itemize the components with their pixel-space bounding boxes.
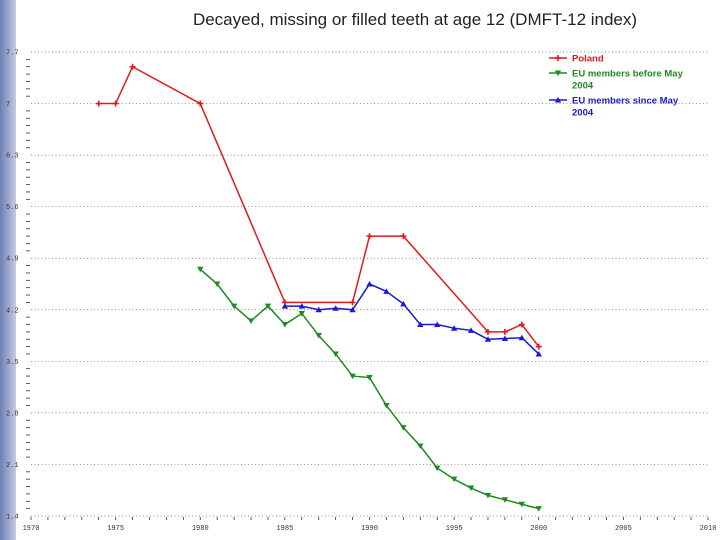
- legend-label: Poland: [572, 54, 604, 65]
- marker-triangle-up: [417, 321, 424, 328]
- marker-triangle-up: [434, 321, 441, 328]
- marker-triangle-down: [366, 375, 373, 381]
- y-tick-label: 3.5: [6, 359, 19, 367]
- x-tick-label: 1995: [446, 525, 463, 533]
- marker-triangle-down: [434, 465, 441, 472]
- legend-item-0: Poland: [549, 54, 604, 65]
- marker-triangle-up: [332, 305, 339, 311]
- marker-triangle-up: [400, 300, 407, 307]
- marker-triangle-up: [383, 288, 390, 294]
- marker-triangle-up: [484, 336, 492, 342]
- slide-side-bar: [0, 0, 16, 540]
- marker-triangle-down: [535, 506, 542, 512]
- series-line: [98, 65, 540, 348]
- marker-triangle-down: [332, 351, 339, 357]
- y-tick-label: 2.8: [6, 410, 19, 418]
- marker-triangle-down: [383, 403, 390, 409]
- x-tick-label: 2000: [530, 525, 547, 533]
- marker-triangle-down: [197, 266, 204, 273]
- marker-triangle-down: [417, 443, 424, 450]
- legend-label: EU members before May: [572, 69, 684, 80]
- marker-triangle-down: [264, 303, 272, 310]
- marker-triangle-down: [554, 70, 562, 76]
- y-tick-label: 7: [6, 101, 10, 109]
- marker-triangle-up: [467, 327, 475, 333]
- marker-triangle-down: [315, 333, 322, 339]
- series-1: [197, 266, 542, 512]
- marker-triangle-down: [298, 310, 305, 317]
- marker-triangle-down: [400, 425, 407, 431]
- marker-triangle-down: [501, 497, 509, 503]
- marker-triangle-down: [450, 476, 458, 483]
- axis-layer: 1.4 2.1 2.8 3.5 4.2 4.9 5.6 6.3 7 7.7 1970 1975 1980…: [6, 50, 716, 534]
- legend-label: EU members since May: [572, 96, 679, 107]
- y-tick-label: 6.3: [6, 153, 19, 161]
- marker-triangle-up: [315, 306, 322, 313]
- series-2: [281, 281, 542, 357]
- marker-triangle-down: [281, 322, 289, 328]
- series-0: [95, 63, 542, 350]
- x-tick-label: 1970: [23, 525, 40, 533]
- marker-triangle-down: [247, 318, 255, 324]
- marker-triangle-up: [501, 335, 509, 342]
- marker-triangle-down: [467, 485, 475, 492]
- x-tick-label: 1985: [276, 525, 293, 533]
- grid-layer: [31, 51, 708, 517]
- x-tick-label: 2010: [700, 525, 717, 533]
- marker-triangle-up: [349, 306, 356, 313]
- marker-triangle-down: [213, 281, 221, 287]
- marker-triangle-down: [349, 373, 356, 380]
- y-tick-label: 4.2: [6, 307, 19, 315]
- chart-title: Decayed, missing or filled teeth at age …: [192, 10, 638, 29]
- y-tick-label: 5.6: [6, 204, 19, 212]
- marker-triangle-up: [366, 281, 373, 287]
- marker-triangle-up: [298, 303, 305, 309]
- series-line: [199, 268, 539, 510]
- x-tick-label: 1975: [107, 525, 124, 533]
- legend-label: 2004: [572, 108, 594, 119]
- y-tick-label: 4.9: [6, 256, 19, 264]
- series-layer: [95, 63, 542, 512]
- x-tick-label: 1990: [361, 525, 378, 533]
- y-tick-label: 7.7: [6, 50, 19, 58]
- legend-label: 2004: [572, 81, 594, 92]
- y-tick-label: 1.4: [6, 514, 19, 522]
- marker-triangle-up: [450, 325, 458, 331]
- marker-triangle-down: [230, 303, 238, 310]
- marker-triangle-up: [518, 334, 526, 341]
- x-tick-label: 2005: [615, 525, 632, 533]
- y-tick-label: 2.1: [6, 462, 19, 470]
- marker-triangle-down: [518, 501, 526, 508]
- x-tick-label: 1980: [192, 525, 209, 533]
- series-line: [284, 283, 540, 355]
- marker-triangle-down: [484, 492, 492, 499]
- marker-triangle-up: [281, 303, 289, 309]
- marker-triangle-up: [554, 97, 562, 103]
- marker-triangle-up: [535, 350, 542, 357]
